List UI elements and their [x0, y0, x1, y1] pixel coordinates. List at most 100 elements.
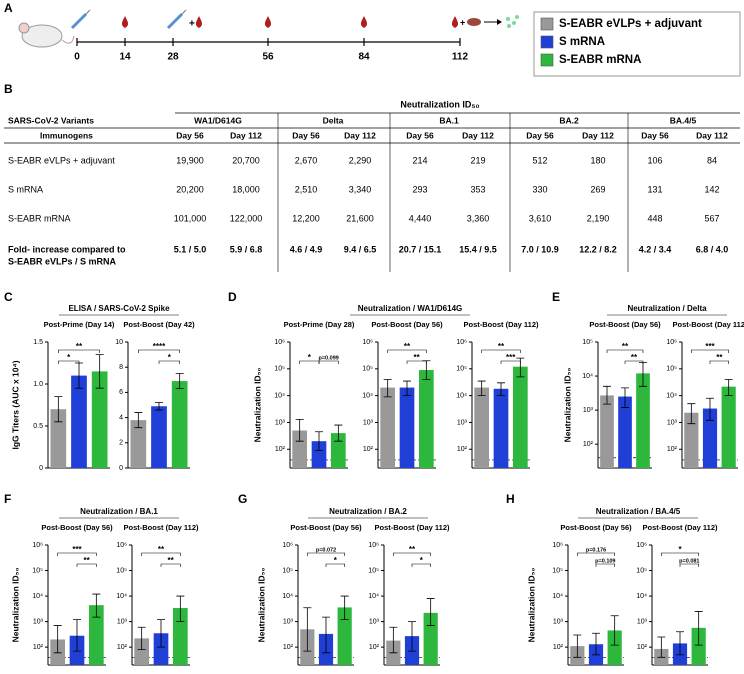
y-tick-label: 10⁶	[552, 542, 563, 549]
panel-label: B	[4, 82, 13, 96]
y-tick-label: 10³	[283, 618, 294, 625]
legend-label: S-EABR eVLPs + adjuvant	[559, 18, 702, 30]
y-tick-label: 0.5	[33, 423, 43, 430]
table-header: Day 56	[526, 130, 554, 140]
significance-label: p=0.109	[595, 558, 615, 564]
significance-bracket	[500, 360, 521, 364]
y-tick-label: 0	[39, 465, 43, 472]
bar	[130, 420, 147, 468]
table-cell: 2,670	[295, 155, 318, 165]
y-tick-label: 10²	[363, 446, 374, 453]
bar	[380, 387, 396, 468]
significance-bracket	[160, 563, 181, 567]
significance-label: **	[158, 545, 165, 554]
y-tick-label: 10⁵	[456, 366, 467, 373]
chart-title: Post-Boost (Day 112)	[374, 523, 450, 532]
table-cell: 12.2 / 8.2	[579, 244, 617, 254]
chart-title: Post-Boost (Day 112)	[463, 320, 539, 329]
timeline-day: 84	[358, 52, 370, 63]
error-bar	[157, 619, 165, 648]
group-title: Neutralization / BA.1	[80, 507, 158, 516]
y-tick-label: 10²	[667, 446, 678, 453]
timeline-day: 0	[74, 52, 80, 63]
significance-label: *	[678, 545, 682, 554]
y-tick-label: 10⁶	[456, 339, 467, 346]
y-tick-label: 10⁶	[636, 542, 647, 549]
error-bar	[610, 615, 619, 646]
error-bar	[592, 632, 600, 656]
significance-bracket	[481, 349, 521, 353]
chart-title: Post-Boost (Day 112)	[123, 523, 199, 532]
legend-swatch	[540, 53, 554, 67]
significance-bracket	[325, 563, 345, 567]
chart-title: Post-Boost (Day 56)	[290, 523, 362, 532]
table-cell: 2,290	[349, 155, 372, 165]
table-cell: 20,200	[176, 184, 204, 194]
chart-title: Post-Boost (Day 56)	[560, 523, 632, 532]
significance-bracket	[679, 563, 699, 567]
blood-drops	[121, 16, 459, 28]
y-axis-label: Neutralization ID₅₀	[10, 567, 20, 642]
bar	[153, 633, 169, 665]
error-bar	[573, 634, 582, 658]
significance-label: **	[404, 342, 411, 351]
table-cell: 219	[470, 155, 485, 165]
y-tick-label: 10³	[667, 419, 678, 426]
table-cell: 131	[647, 184, 662, 194]
significance-bracket	[577, 552, 615, 556]
timeline-day: 28	[167, 52, 179, 63]
significance-bracket	[406, 360, 427, 364]
error-bar	[603, 385, 611, 405]
y-tick-label: 1.0	[33, 381, 43, 388]
y-tick-label: 10³	[583, 407, 594, 414]
group-title: Neutralization / BA.4/5	[596, 507, 681, 516]
significance-bracket	[595, 563, 615, 567]
y-tick-label: 10⁵	[582, 339, 593, 346]
chart-title: Post-Prime (Day 14)	[44, 320, 115, 329]
error-bar	[408, 621, 416, 652]
error-bar	[706, 397, 714, 421]
panel-label: E	[552, 290, 560, 304]
bar	[330, 433, 346, 468]
y-tick-label: 6	[119, 389, 123, 396]
significance-label: *	[168, 353, 172, 362]
y-tick-label: 1.5	[33, 339, 43, 346]
significance-bracket	[58, 349, 100, 353]
y-tick-label: 10⁶	[282, 542, 293, 549]
y-tick-label: 10²	[457, 446, 468, 453]
y-tick-label: 10²	[275, 446, 286, 453]
error-bar	[322, 616, 330, 654]
error-bar	[724, 379, 733, 397]
significance-bracket	[606, 349, 644, 353]
y-tick-label: 2	[119, 440, 123, 447]
table-cell: 214	[412, 155, 427, 165]
y-tick-label: 10²	[33, 644, 44, 651]
significance-bracket	[411, 563, 431, 567]
error-bar	[383, 379, 392, 398]
significance-label: *	[420, 556, 424, 565]
bar	[702, 408, 718, 468]
y-tick-label: 10⁴	[552, 593, 563, 600]
chart-title: Post-Boost (Day 56)	[371, 320, 443, 329]
bar	[418, 370, 434, 468]
bar	[691, 627, 706, 665]
legend-box	[533, 11, 741, 77]
error-bar	[137, 626, 146, 651]
y-tick-label: 10⁵	[368, 567, 379, 574]
panel-label: D	[228, 290, 237, 304]
table-cell: 122,000	[230, 213, 263, 223]
y-tick-label: 10⁵	[274, 366, 285, 373]
error-bar	[73, 619, 81, 652]
arrow-head	[497, 19, 502, 25]
legend-label: S-EABR mRNA	[559, 54, 641, 66]
significance-label: *	[334, 556, 338, 565]
panel-label: A	[4, 1, 13, 15]
bar	[474, 387, 490, 468]
significance-label: ***	[705, 342, 715, 351]
table-cell: 4.2 / 3.4	[639, 244, 672, 254]
bar	[172, 608, 188, 665]
panel-label: F	[4, 492, 11, 506]
significance-bracket	[158, 360, 180, 364]
bar	[600, 395, 614, 468]
bar	[636, 373, 650, 468]
